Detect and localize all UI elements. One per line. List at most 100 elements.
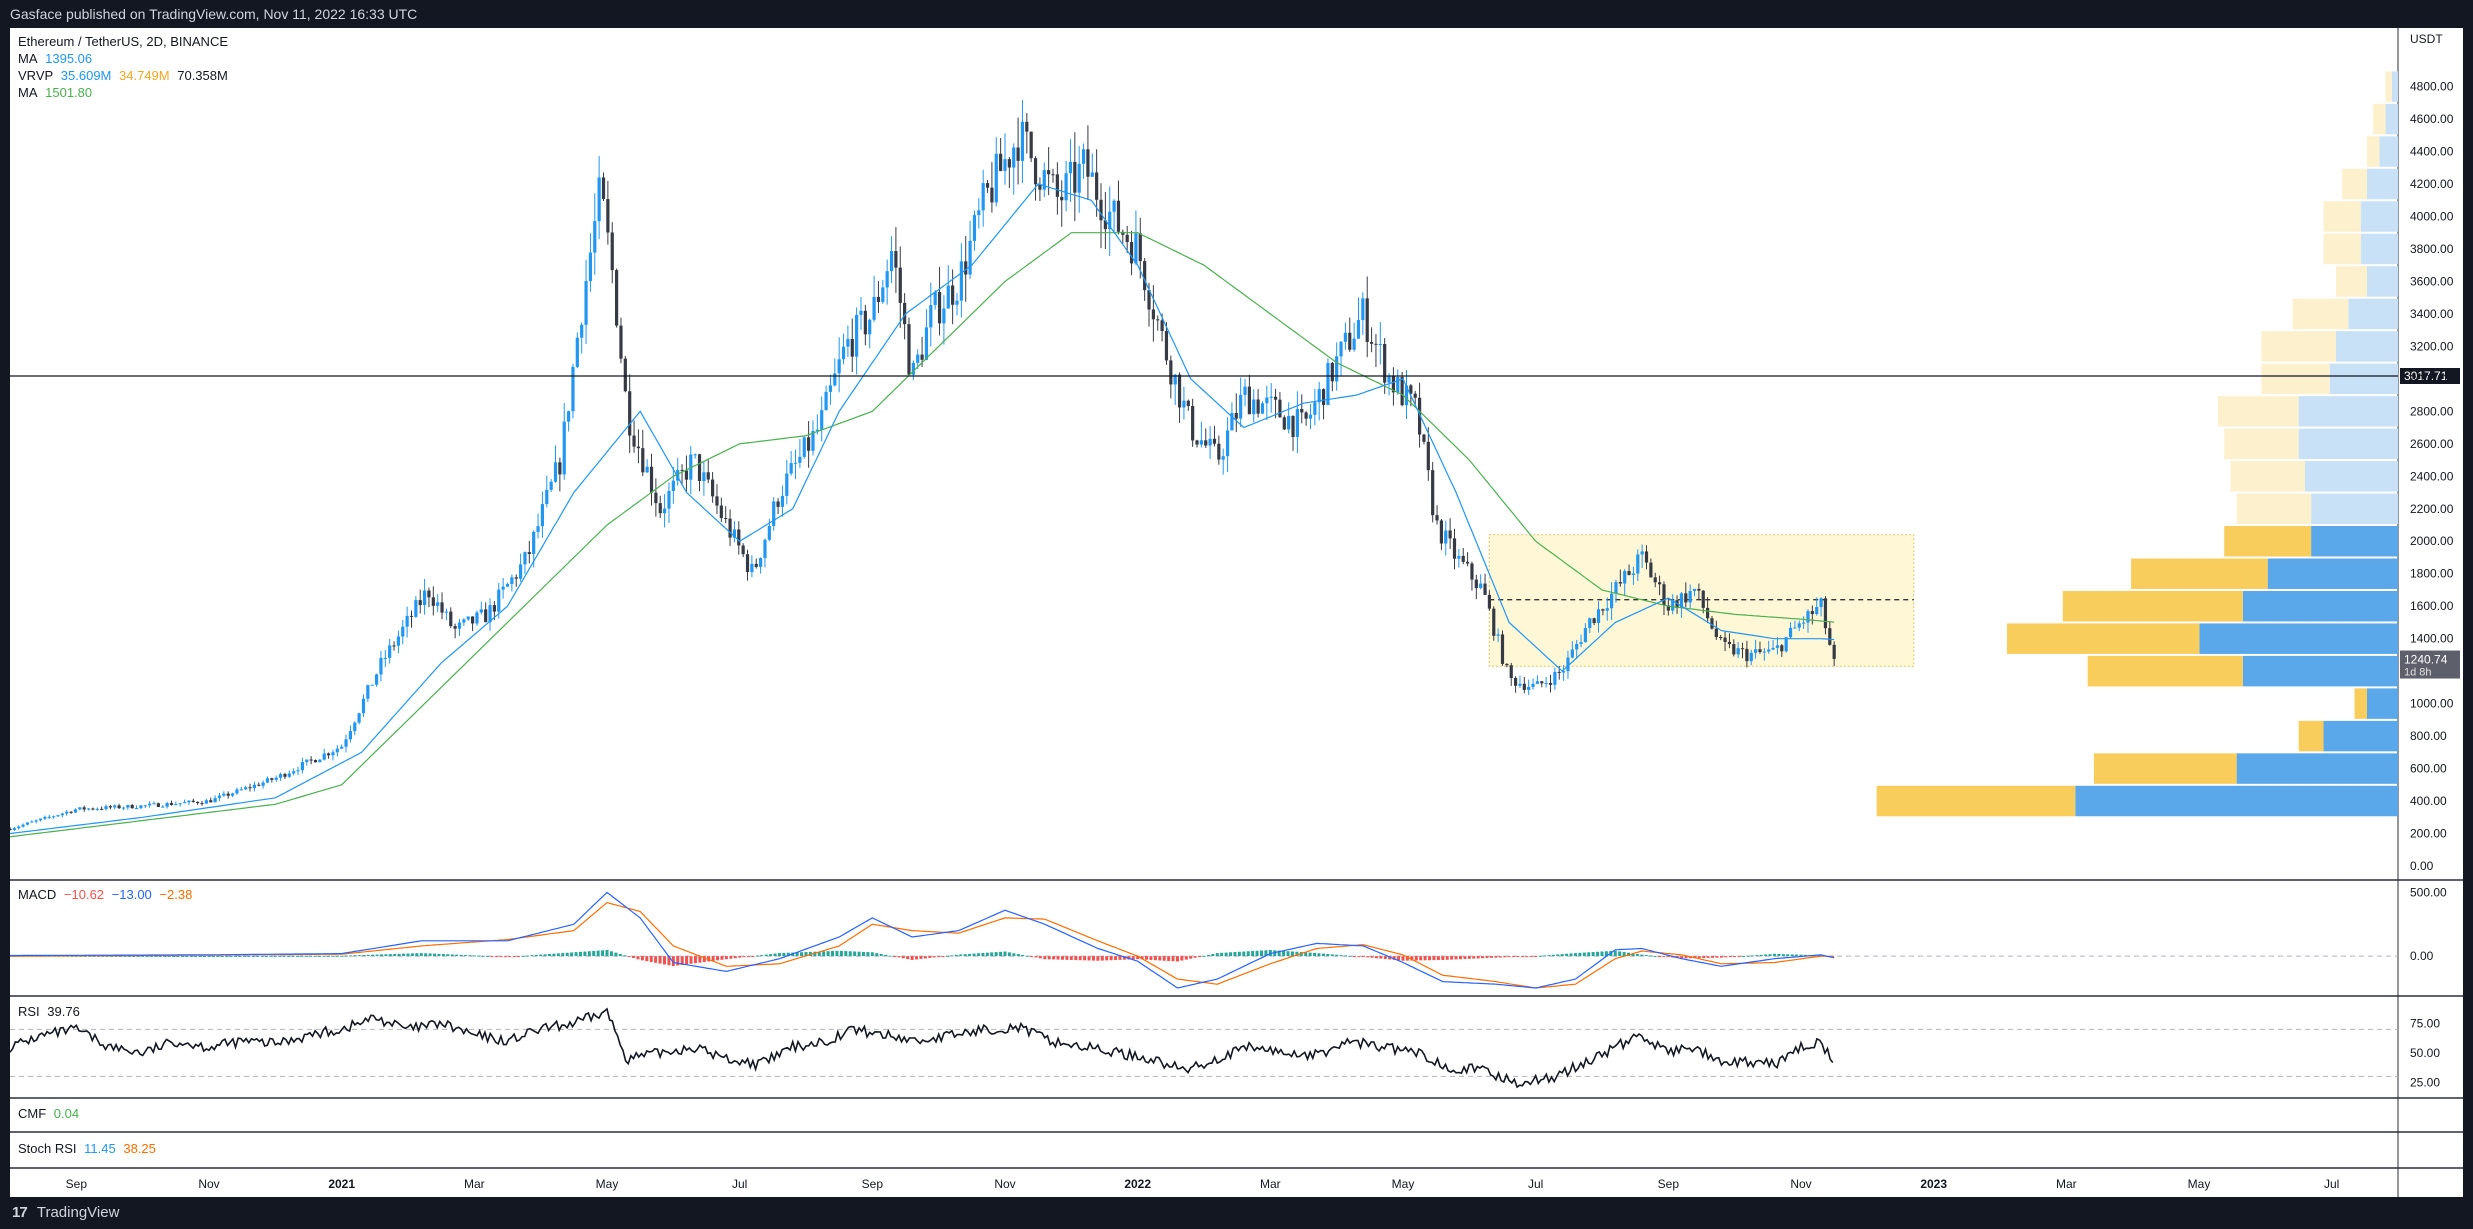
candle-body	[414, 600, 418, 617]
candle-body	[121, 807, 126, 809]
macd-histogram-bar	[826, 951, 830, 957]
candle-body	[811, 430, 815, 451]
candle-body	[937, 291, 942, 324]
macd-histogram-bar	[1339, 955, 1343, 957]
macd-histogram-bar	[1755, 955, 1759, 957]
price-axis-tick: 3200.00	[2410, 339, 2454, 353]
candle-body	[1348, 332, 1352, 350]
macd-histogram-bar	[185, 955, 189, 957]
candle-body	[1806, 611, 1810, 623]
candle-body	[470, 616, 475, 624]
candle-body	[1217, 443, 1221, 460]
candle-body	[728, 518, 732, 538]
candle-body	[1020, 121, 1025, 161]
horizontal-line-price-tag	[2400, 367, 2460, 384]
candle-body	[296, 770, 300, 772]
macd-histogram-bar	[1007, 952, 1011, 957]
candle-body	[833, 373, 837, 386]
candle-body	[270, 778, 274, 780]
macd-histogram-bar	[1786, 954, 1790, 957]
macd-histogram-bar	[707, 956, 711, 962]
legend-rsi[interactable]: RSI 39.76	[18, 1004, 84, 1019]
candle-body	[750, 563, 754, 573]
candle-body	[200, 803, 204, 805]
macd-histogram-bar	[892, 956, 896, 958]
legend-vrvp[interactable]: VRVP 35.609M 34.749M 70.358M	[18, 68, 232, 83]
stoch-rsi-k-value: 11.45	[84, 1141, 116, 1156]
macd-histogram-bar	[932, 956, 936, 958]
macd-histogram-bar	[1591, 952, 1595, 957]
macd-histogram-bar	[884, 954, 888, 957]
candle-body	[1073, 161, 1077, 193]
footer-brand[interactable]: TradingView	[36, 1204, 120, 1221]
macd-histogram-bar	[242, 955, 246, 957]
candle-body	[283, 774, 287, 777]
macd-histogram-bar	[1458, 956, 1462, 960]
macd-histogram-bar	[1644, 955, 1648, 957]
macd-histogram-bar	[1118, 956, 1122, 960]
volume-profile-up-bar	[2267, 558, 2398, 589]
macd-label: MACD	[18, 887, 57, 902]
price-axis-unit: USDT	[2410, 32, 2443, 46]
legend-ma-slow[interactable]: MA 1501.80	[18, 85, 96, 100]
macd-histogram-bar	[1481, 956, 1485, 959]
price-axis-tick: 1000.00	[2410, 697, 2454, 711]
candle-body	[1767, 649, 1771, 652]
volume-profile-down-bar	[2385, 71, 2392, 102]
tradingview-logo-icon[interactable]: 17	[12, 1204, 28, 1221]
macd-histogram-bar	[959, 954, 963, 957]
macd-histogram-bar	[251, 955, 255, 957]
macd-histogram-bar	[1803, 954, 1807, 957]
macd-histogram-bar	[1060, 956, 1064, 960]
macd-histogram-bar	[937, 956, 941, 958]
macd-histogram-bar	[1635, 953, 1639, 957]
legend-cmf[interactable]: CMF 0.04	[18, 1106, 83, 1121]
volume-profile-down-bar	[2323, 201, 2361, 232]
candle-body	[514, 577, 518, 579]
macd-histogram-bar	[1728, 956, 1732, 958]
candle-body	[244, 787, 248, 790]
volume-profile-down-bar	[2298, 720, 2324, 752]
candle-body	[894, 251, 898, 268]
volume-profile-down-bar	[2224, 428, 2299, 460]
candle-body	[1592, 618, 1596, 624]
rsi-label: RSI	[18, 1004, 40, 1019]
candle-body	[518, 564, 523, 579]
macd-histogram-bar	[273, 955, 277, 957]
candle-body	[21, 824, 25, 827]
candle-body	[763, 539, 767, 559]
volume-profile-up-bar	[2360, 201, 2398, 232]
candle-body	[1601, 609, 1605, 611]
candle-body	[907, 324, 911, 375]
macd-histogram-bar	[738, 956, 742, 958]
candle-body	[1012, 147, 1016, 168]
legend-ma-fast[interactable]: MA 1395.06	[18, 51, 96, 66]
candle-body	[73, 809, 78, 813]
macd-histogram-bar	[1706, 956, 1710, 958]
macd-histogram-bar	[592, 950, 596, 957]
legend-macd[interactable]: MACD −10.62 −13.00 −2.38	[18, 887, 196, 902]
candle-body	[1191, 405, 1195, 441]
macd-histogram-bar	[415, 953, 419, 957]
macd-histogram-bar	[1702, 956, 1706, 958]
macd-histogram-bar	[711, 956, 715, 961]
candle-body	[571, 366, 575, 412]
candle-body	[863, 310, 867, 335]
candle-body	[693, 454, 697, 456]
candle-body	[1304, 412, 1308, 419]
macd-histogram-bar	[1472, 956, 1476, 959]
candle-body	[1352, 338, 1356, 350]
candle-body	[933, 291, 937, 306]
macd-histogram-bar	[388, 954, 392, 957]
macd-histogram-bar	[1494, 956, 1498, 958]
macd-histogram-bar	[636, 956, 640, 960]
macd-histogram-bar	[777, 953, 781, 957]
macd-histogram-bar	[954, 954, 958, 957]
price-axis-tick: 3400.00	[2410, 307, 2454, 321]
price-axis-tick: 3600.00	[2410, 274, 2454, 288]
macd-histogram-bar	[848, 951, 852, 957]
volume-profile-down-bar	[2261, 363, 2330, 395]
legend-stoch-rsi[interactable]: Stoch RSI 11.45 38.25	[18, 1141, 160, 1156]
macd-histogram-bar	[1242, 951, 1246, 957]
chart-canvas[interactable]: 3017.71 USDT 4800.00 4600.00 4400.00 4200.00 4…	[10, 28, 2463, 1197]
